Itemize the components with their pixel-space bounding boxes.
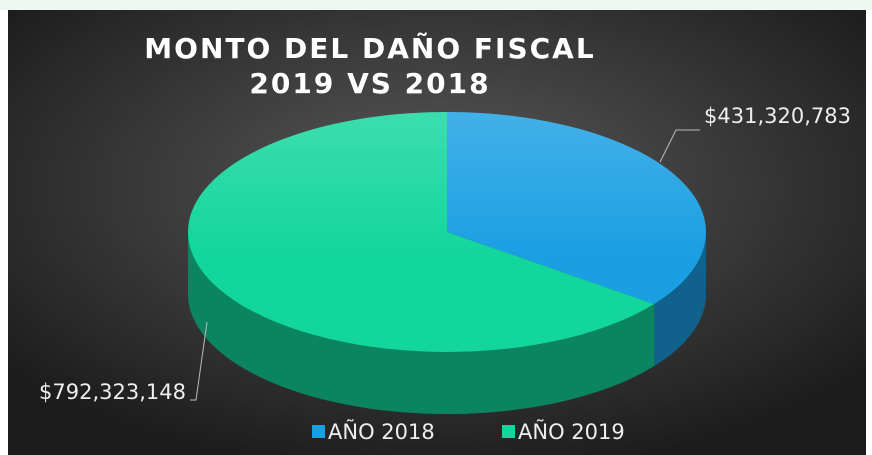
legend-swatch <box>312 425 325 438</box>
slice-side-shade <box>654 232 706 367</box>
chart-title: MONTO DEL DAÑO FISCAL <box>144 31 595 65</box>
leader-line <box>659 129 700 163</box>
slice-side <box>188 232 655 414</box>
chart-title: 2019 VS 2018 <box>249 67 490 100</box>
slice-side-shade <box>188 232 655 414</box>
legend-label: AÑO 2019 <box>518 418 625 444</box>
gloss <box>188 112 706 352</box>
legend-label: AÑO 2018 <box>328 418 435 444</box>
legend-swatch <box>502 425 515 438</box>
leader-line <box>190 321 208 401</box>
data-label: $792,323,148 <box>39 380 186 404</box>
pie <box>187 112 706 414</box>
data-label: $431,320,783 <box>704 104 851 128</box>
top-strip <box>0 0 872 10</box>
slice-side <box>654 232 706 367</box>
